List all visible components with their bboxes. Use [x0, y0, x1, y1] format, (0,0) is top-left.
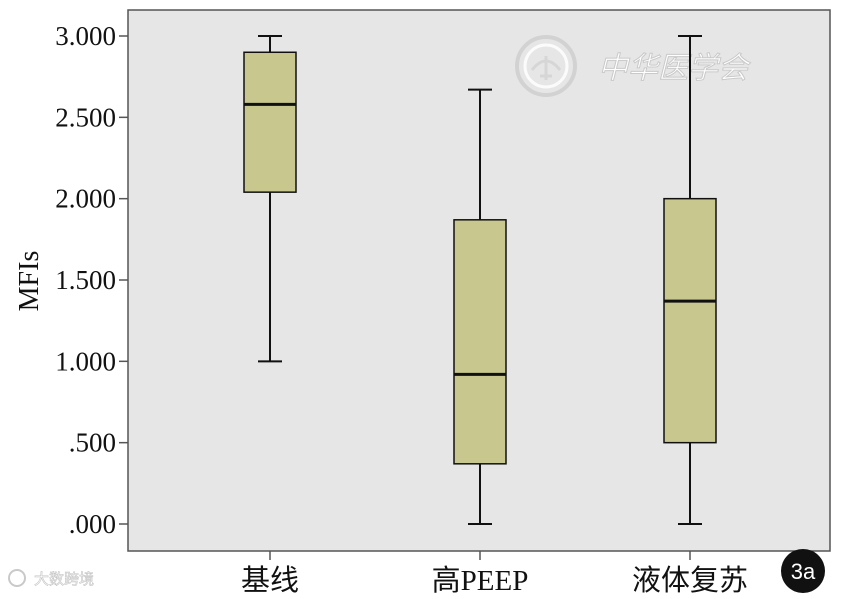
y-axis: .000 .500 1.000 1.500 2.000 2.500 3.000 — [55, 21, 128, 539]
box-1 — [243, 35, 297, 363]
source-watermark: 大数跨境 — [8, 569, 94, 588]
y-tick-label: .000 — [69, 509, 116, 539]
y-tick-label: 2.500 — [55, 102, 116, 132]
y-tick-label: 1.000 — [55, 346, 116, 376]
panel-label: 3a — [791, 559, 816, 584]
y-tick-label: .500 — [69, 428, 116, 458]
x-tick-label: 基线 — [241, 564, 299, 597]
source-watermark-text: 大数跨境 — [34, 570, 94, 588]
y-tick-label: 1.500 — [55, 265, 116, 295]
box-series — [243, 35, 717, 525]
watermark-text: 中华医学会 — [598, 51, 751, 86]
panel-label-badge: 3a — [781, 549, 825, 593]
watermark-seal-logo — [515, 35, 577, 97]
iqr-box — [453, 219, 507, 465]
source-logo-icon — [8, 569, 26, 587]
iqr-box — [243, 51, 297, 193]
iqr-box — [663, 197, 717, 444]
x-axis: 基线 高PEEP 液体复苏 — [241, 551, 748, 597]
y-tick-label: 3.000 — [55, 21, 116, 51]
x-tick-label: 高PEEP — [432, 564, 529, 597]
box-3 — [663, 35, 717, 525]
y-axis-label: MFIs — [14, 251, 45, 312]
x-tick-label: 液体复苏 — [632, 564, 748, 597]
box-2 — [453, 88, 507, 525]
y-tick-label: 2.000 — [55, 184, 116, 214]
